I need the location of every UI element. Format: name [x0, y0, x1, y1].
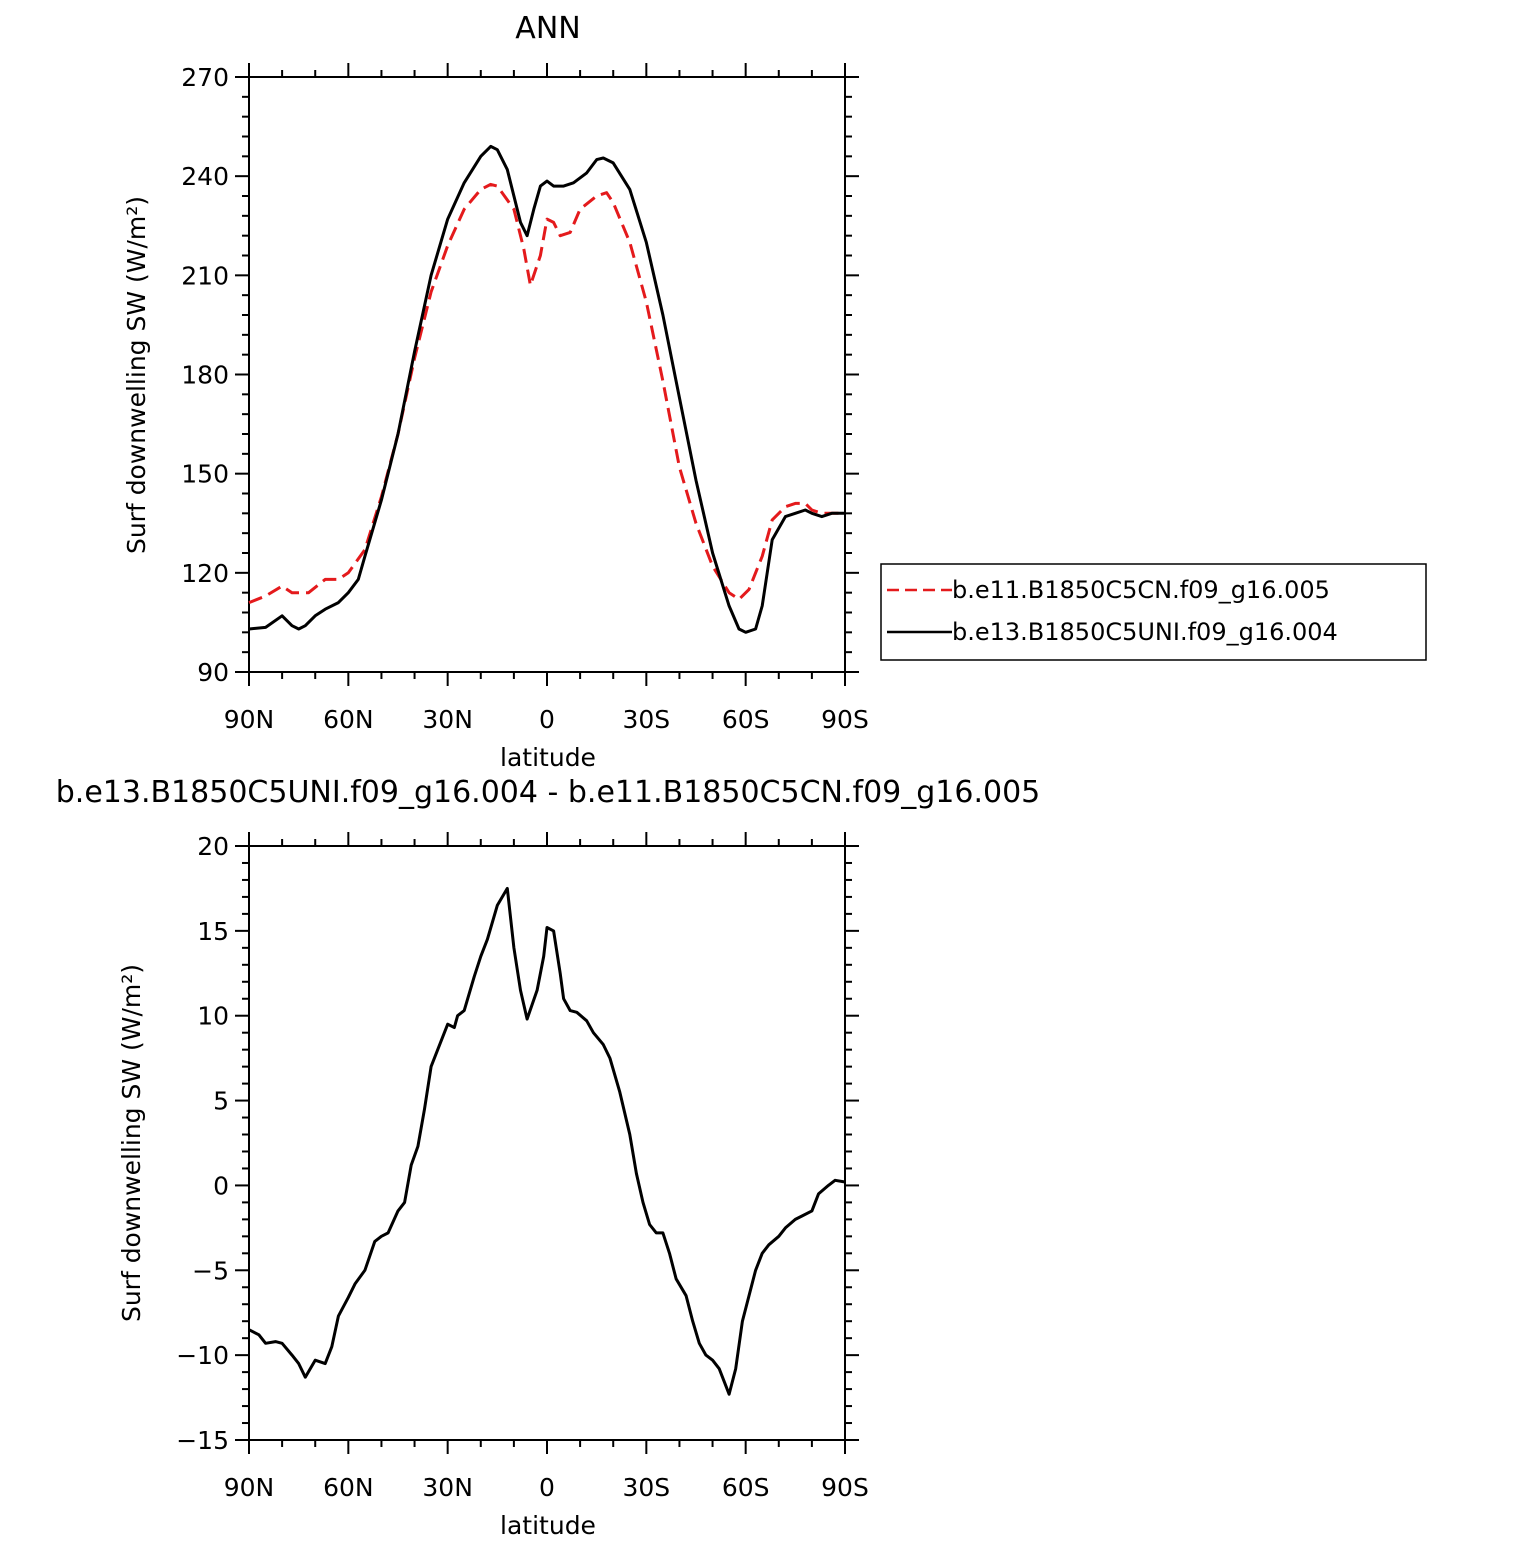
x-tick-label: 0 [539, 1473, 555, 1502]
bottom-x-axis-label: latitude [500, 1511, 596, 1540]
top-plot-frame [248, 76, 846, 673]
y-tick-label: 10 [197, 1002, 229, 1031]
x-tick-label: 60S [722, 705, 770, 734]
top-chart-title: ANN [515, 11, 580, 46]
y-tick-label: −10 [176, 1341, 229, 1370]
top-x-axis-label: latitude [500, 743, 596, 772]
legend-label-series-1: b.e11.B1850C5CN.f09_g16.005 [952, 576, 1330, 604]
y-tick-label: 5 [213, 1087, 229, 1116]
x-tick-label: 90S [821, 1473, 869, 1502]
top-y-axis: 90 120 150 180 210 240 270 [181, 63, 859, 687]
y-tick-label: −15 [176, 1426, 229, 1455]
x-tick-label: 30S [622, 1473, 670, 1502]
y-tick-label: 20 [197, 832, 229, 861]
y-tick-label: 120 [181, 559, 229, 588]
x-tick-label: 30N [422, 705, 473, 734]
bottom-chart-title: b.e13.B1850C5UNI.f09_g16.004 - b.e11.B18… [56, 775, 1041, 810]
legend-box [880, 563, 1427, 661]
bottom-series-group [248, 886, 846, 1396]
x-tick-label: 60N [323, 1473, 374, 1502]
x-tick-label: 90N [224, 705, 275, 734]
bottom-x-axis: 90N 60N 30N 0 30S 60S 90S [224, 832, 869, 1502]
bottom-y-axis-label: Surf downwelling SW (W/m²) [117, 964, 146, 1322]
x-tick-label: 30N [422, 1473, 473, 1502]
series-line-2 [248, 144, 845, 634]
top-x-axis: 90N 60N 30N 0 30S 60S 90S [224, 63, 869, 734]
bottom-chart-panel: b.e13.B1850C5UNI.f09_g16.004 - b.e11.B18… [56, 775, 1041, 1540]
y-tick-label: 270 [181, 63, 229, 92]
y-tick-label: 180 [181, 361, 229, 390]
x-tick-label: 60N [323, 705, 374, 734]
y-tick-label: 0 [213, 1171, 229, 1200]
y-tick-label: 15 [197, 917, 229, 946]
y-tick-label: 90 [197, 658, 229, 687]
x-tick-label: 90S [821, 705, 869, 734]
top-y-axis-label: Surf downwelling SW (W/m²) [122, 196, 151, 554]
legend: b.e11.B1850C5CN.f09_g16.005 b.e13.B1850C… [880, 563, 1427, 661]
x-tick-label: 30S [622, 705, 670, 734]
bottom-y-axis: −15 −10 −5 0 5 10 15 20 [176, 832, 859, 1455]
top-series-group [248, 144, 845, 634]
x-tick-label: 90N [224, 1473, 275, 1502]
x-tick-label: 0 [539, 705, 555, 734]
y-tick-label: 210 [181, 261, 229, 290]
y-tick-label: 240 [181, 162, 229, 191]
series-line-1 [248, 886, 846, 1396]
x-tick-label: 60S [722, 1473, 770, 1502]
legend-label-series-2: b.e13.B1850C5UNI.f09_g16.004 [952, 618, 1338, 646]
y-tick-label: 150 [181, 460, 229, 489]
top-chart-panel: ANN 90 120 150 180 210 240 270 90N 60N 30N 0 30S 60… [122, 11, 869, 772]
series-line-1 [248, 182, 845, 604]
y-tick-label: −5 [192, 1256, 229, 1285]
